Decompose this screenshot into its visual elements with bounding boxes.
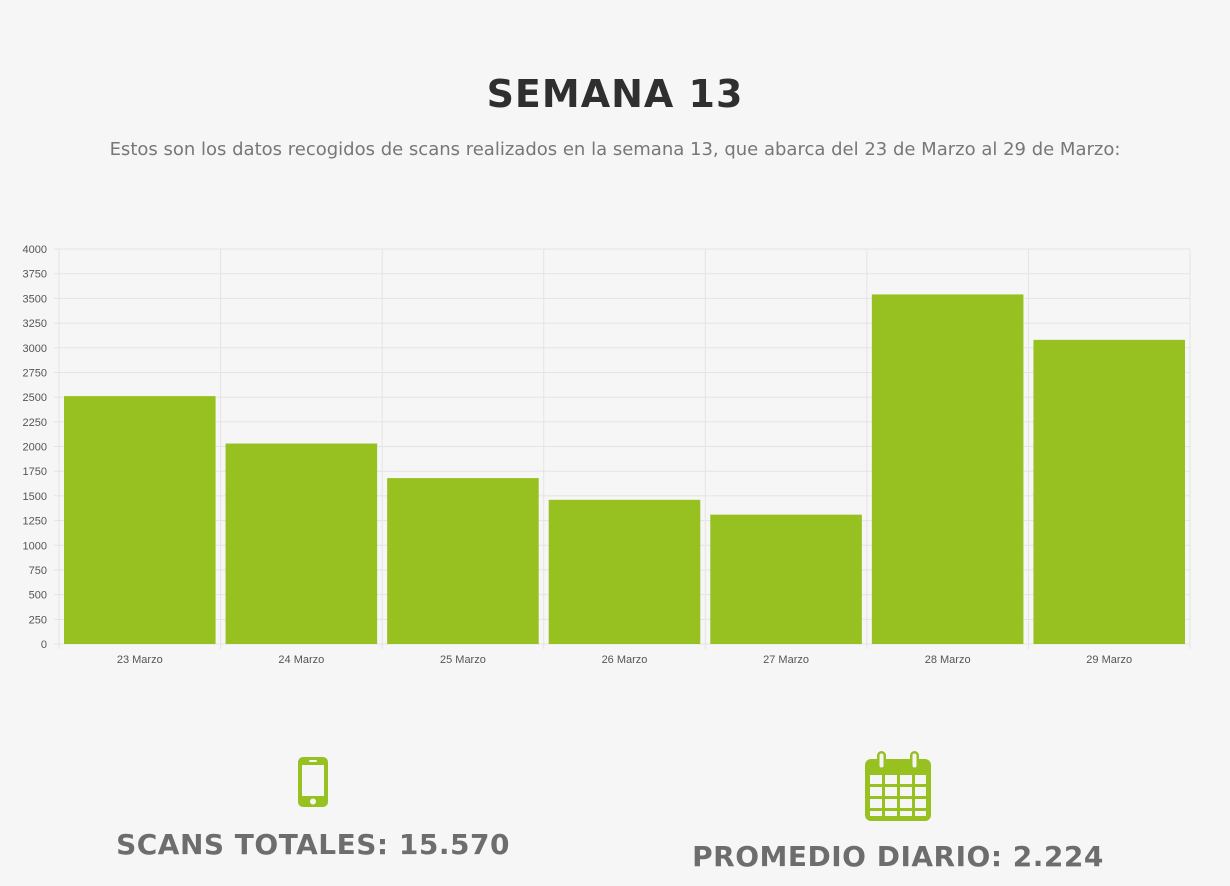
x-tick-label: 26 Marzo — [602, 654, 648, 666]
page-subtitle: Estos son los datos recogidos de scans r… — [109, 139, 1121, 160]
bar — [1033, 339, 1185, 644]
y-tick-label: 2750 — [23, 367, 47, 379]
y-tick-label: 2250 — [23, 417, 47, 429]
y-tick-label: 3750 — [23, 269, 47, 281]
y-tick-label: 1500 — [23, 491, 47, 503]
y-tick-label: 250 — [29, 614, 47, 626]
y-tick-label: 3250 — [23, 318, 47, 330]
y-tick-label: 1750 — [23, 466, 47, 478]
y-tick-label: 1000 — [23, 540, 47, 552]
bar — [387, 478, 539, 644]
daily-average-stat: PROMEDIO DIARIO: 2.224 — [628, 750, 1168, 873]
y-tick-label: 3000 — [23, 343, 47, 355]
y-tick-label: 4000 — [23, 244, 47, 256]
bar — [64, 396, 216, 644]
x-tick-label: 23 Marzo — [117, 654, 163, 666]
daily-average-label: PROMEDIO DIARIO: 2.224 — [692, 840, 1104, 873]
y-tick-label: 750 — [29, 565, 47, 577]
y-tick-label: 3500 — [23, 293, 47, 305]
bar — [871, 294, 1024, 644]
x-tick-label: 28 Marzo — [925, 654, 971, 666]
y-tick-label: 1250 — [23, 516, 47, 528]
bar-chart: 0 250 500 750 1000 1250 1500 1750 2000 2250 2500 27… — [23, 244, 1191, 666]
x-tick-label: 27 Marzo — [763, 654, 809, 666]
bar — [225, 443, 378, 644]
x-tick-label: 29 Marzo — [1086, 654, 1132, 666]
smartphone-icon — [298, 757, 328, 807]
y-tick-label: 0 — [41, 639, 47, 651]
bar — [710, 514, 862, 644]
page-title: SEMANA 13 — [486, 72, 744, 116]
total-scans-stat: SCANS TOTALES: 15.570 — [43, 756, 583, 861]
calendar-icon — [865, 751, 931, 821]
y-tick-label: 2000 — [23, 442, 47, 454]
x-tick-label: 25 Marzo — [440, 654, 486, 666]
y-tick-label: 500 — [29, 590, 47, 602]
x-tick-label: 24 Marzo — [278, 654, 324, 666]
total-scans-label: SCANS TOTALES: 15.570 — [116, 828, 510, 861]
bar — [548, 499, 701, 644]
y-tick-label: 2500 — [23, 392, 47, 404]
